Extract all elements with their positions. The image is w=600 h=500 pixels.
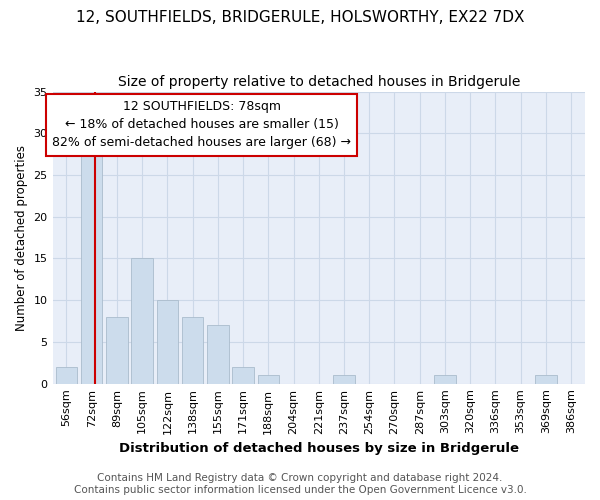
Text: 12 SOUTHFIELDS: 78sqm
← 18% of detached houses are smaller (15)
82% of semi-deta: 12 SOUTHFIELDS: 78sqm ← 18% of detached … bbox=[52, 100, 351, 150]
Bar bbox=[257, 376, 279, 384]
Bar bbox=[81, 150, 103, 384]
Bar bbox=[535, 376, 557, 384]
Title: Size of property relative to detached houses in Bridgerule: Size of property relative to detached ho… bbox=[118, 75, 520, 89]
Bar bbox=[157, 300, 178, 384]
Text: Contains HM Land Registry data © Crown copyright and database right 2024.
Contai: Contains HM Land Registry data © Crown c… bbox=[74, 474, 526, 495]
Bar bbox=[333, 376, 355, 384]
Bar bbox=[106, 317, 128, 384]
X-axis label: Distribution of detached houses by size in Bridgerule: Distribution of detached houses by size … bbox=[119, 442, 519, 455]
Bar bbox=[182, 317, 203, 384]
Y-axis label: Number of detached properties: Number of detached properties bbox=[15, 144, 28, 330]
Text: 12, SOUTHFIELDS, BRIDGERULE, HOLSWORTHY, EX22 7DX: 12, SOUTHFIELDS, BRIDGERULE, HOLSWORTHY,… bbox=[76, 10, 524, 25]
Bar bbox=[56, 367, 77, 384]
Bar bbox=[131, 258, 153, 384]
Bar bbox=[434, 376, 455, 384]
Bar bbox=[207, 326, 229, 384]
Bar bbox=[232, 367, 254, 384]
